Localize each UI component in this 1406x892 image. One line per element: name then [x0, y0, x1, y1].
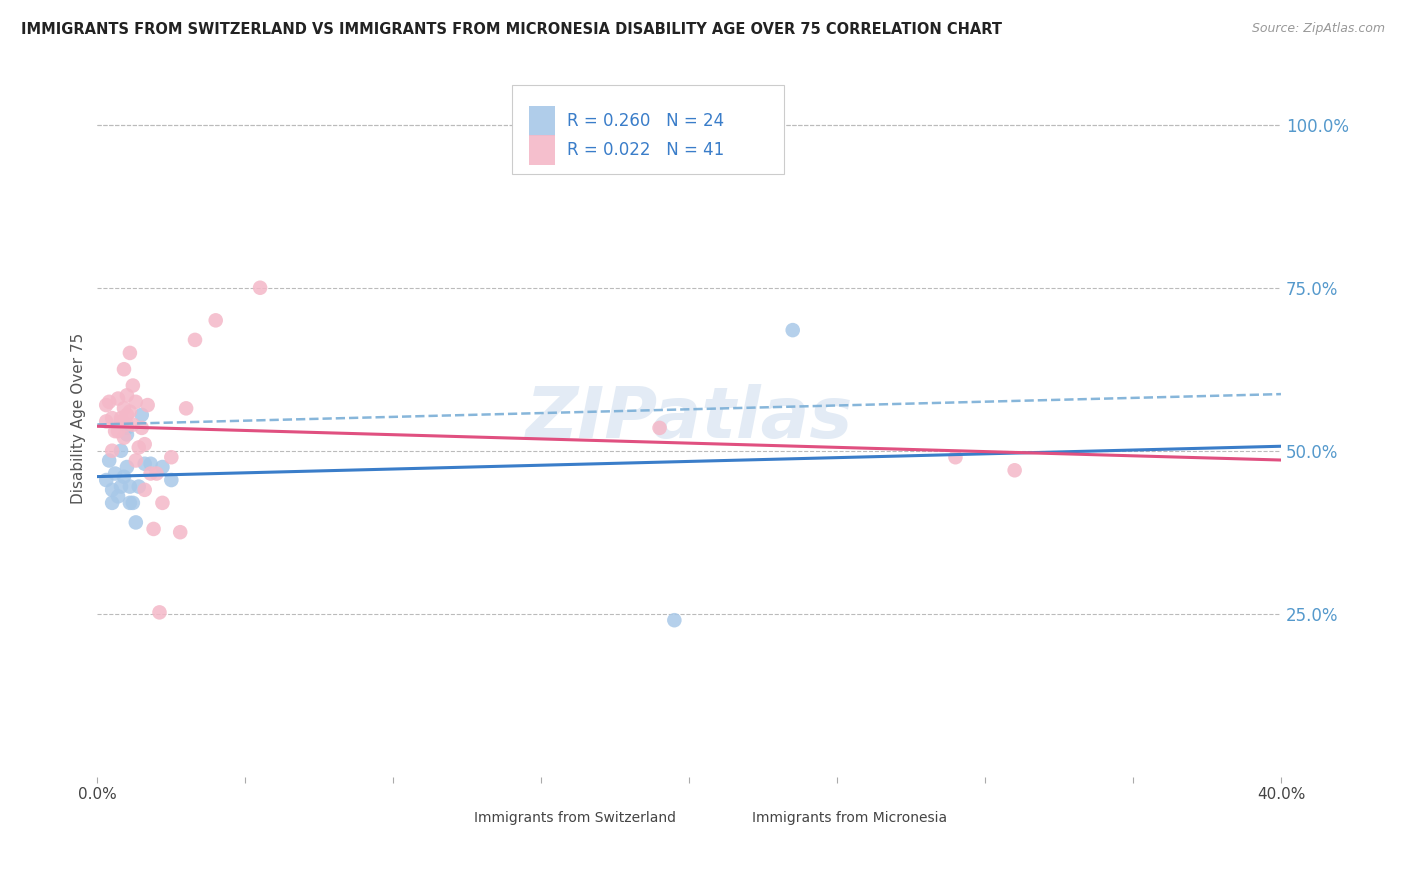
Point: [118, 479, 141, 493]
Point: [104, 467, 127, 481]
Point: [112, 401, 135, 416]
Point: [139, 467, 162, 481]
Point: [107, 392, 129, 406]
Point: [96, 398, 118, 412]
Text: Immigrants from Micronesia: Immigrants from Micronesia: [752, 811, 948, 825]
Point: [134, 483, 156, 497]
Point: [204, 313, 226, 327]
Point: [110, 411, 132, 425]
Point: [1004, 463, 1026, 477]
Text: Immigrants from Switzerland: Immigrants from Switzerland: [474, 811, 676, 825]
Point: [101, 411, 124, 425]
Point: [128, 441, 150, 455]
Point: [101, 483, 124, 497]
Text: Source: ZipAtlas.com: Source: ZipAtlas.com: [1251, 22, 1385, 36]
Point: [115, 421, 138, 435]
Point: [104, 424, 127, 438]
FancyBboxPatch shape: [530, 135, 555, 165]
Point: [107, 489, 129, 503]
Point: [945, 450, 967, 465]
Point: [131, 421, 153, 435]
Point: [128, 479, 150, 493]
Point: [110, 414, 132, 428]
Text: R = 0.260   N = 24: R = 0.260 N = 24: [567, 112, 724, 130]
Point: [112, 362, 135, 376]
Point: [136, 398, 159, 412]
Point: [101, 496, 124, 510]
Point: [121, 417, 143, 432]
Point: [125, 453, 148, 467]
Y-axis label: Disability Age Over 75: Disability Age Over 75: [72, 333, 86, 504]
Point: [664, 613, 686, 627]
Point: [148, 606, 170, 620]
Point: [160, 473, 183, 487]
Point: [115, 408, 138, 422]
Point: [121, 496, 143, 510]
Point: [101, 443, 124, 458]
Point: [98, 453, 121, 467]
Point: [174, 401, 197, 416]
Point: [110, 479, 132, 493]
Text: R = 0.022   N = 41: R = 0.022 N = 41: [567, 141, 724, 159]
Point: [107, 424, 129, 438]
Point: [110, 443, 132, 458]
Point: [115, 417, 138, 432]
Point: [782, 323, 804, 337]
Point: [152, 496, 174, 510]
Point: [118, 404, 141, 418]
Point: [169, 525, 191, 540]
Point: [112, 431, 135, 445]
FancyBboxPatch shape: [724, 808, 747, 829]
Point: [152, 460, 174, 475]
Point: [134, 457, 156, 471]
FancyBboxPatch shape: [530, 106, 555, 136]
Point: [160, 450, 183, 465]
Point: [118, 496, 141, 510]
Text: ZIPatlas: ZIPatlas: [526, 384, 853, 452]
Point: [142, 522, 165, 536]
Point: [249, 281, 271, 295]
Text: IMMIGRANTS FROM SWITZERLAND VS IMMIGRANTS FROM MICRONESIA DISABILITY AGE OVER 75: IMMIGRANTS FROM SWITZERLAND VS IMMIGRANT…: [21, 22, 1002, 37]
Point: [184, 333, 207, 347]
Point: [115, 460, 138, 475]
FancyBboxPatch shape: [512, 85, 783, 174]
Point: [648, 421, 671, 435]
Point: [131, 408, 153, 422]
Point: [121, 378, 143, 392]
FancyBboxPatch shape: [447, 808, 468, 829]
Point: [96, 473, 118, 487]
Point: [134, 437, 156, 451]
Point: [98, 394, 121, 409]
Point: [112, 470, 135, 484]
Point: [125, 394, 148, 409]
Point: [139, 457, 162, 471]
Point: [118, 346, 141, 360]
Point: [125, 516, 148, 530]
Point: [145, 467, 167, 481]
Point: [96, 414, 118, 428]
Point: [115, 427, 138, 442]
Point: [115, 388, 138, 402]
